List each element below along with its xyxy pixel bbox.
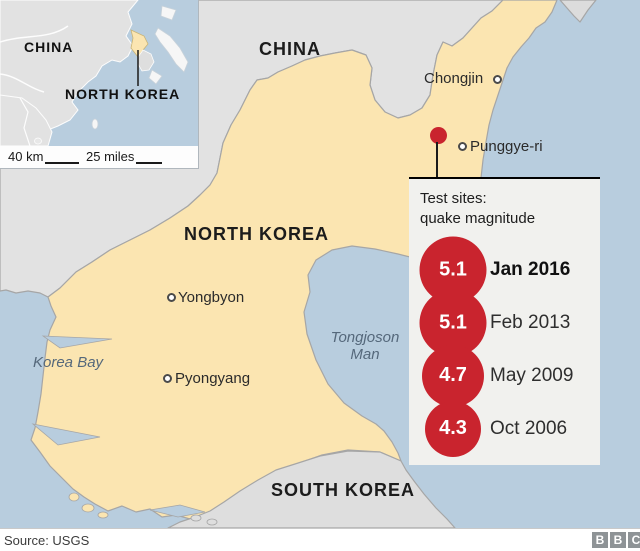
south-korea-label: SOUTH KOREA: [271, 480, 416, 500]
scale-miles-line: [136, 162, 162, 164]
test-date: Oct 2006: [490, 417, 568, 439]
test-list: 5.1 Jan 2016 5.1 Feb 2013 4.7 May 2009 4…: [409, 236, 600, 457]
south-korea-region: [167, 450, 456, 528]
island: [190, 514, 202, 522]
test-row: 4.7 May 2009: [409, 344, 600, 407]
test-sites-panel: Test sites: quake magnitude 5.1 Jan 2016…: [409, 177, 600, 465]
inset-taiwan: [91, 118, 99, 130]
test-date: May 2009: [490, 364, 574, 386]
bbc-logo-letter: C: [628, 532, 640, 548]
inset-japan: [160, 5, 177, 21]
north-korea-label: NORTH KOREA: [184, 224, 329, 244]
test-row: 5.1 Jan 2016: [409, 236, 600, 303]
source-attribution: Source: USGS: [4, 533, 90, 548]
punggye-ri-label: Punggye-ri: [470, 138, 543, 155]
punggye-ri-marker: [457, 141, 467, 151]
test-row: 4.3 Oct 2006: [409, 400, 600, 457]
tongjoson-man-label: Tongjoson Man: [325, 329, 405, 364]
test-site-callout-line: [436, 142, 438, 178]
tongjoson-line1: Tongjoson: [330, 329, 400, 346]
island: [206, 518, 218, 526]
scale-miles-label: 25 miles: [86, 149, 135, 164]
test-site-dot: [429, 126, 447, 144]
magnitude-value: 5.1: [439, 311, 467, 333]
inset-japan: [148, 69, 163, 85]
scale-km-label: 40 km: [8, 149, 44, 164]
footer: Source: USGS B B C: [0, 528, 640, 551]
scale-km-line: [45, 162, 79, 164]
island: [68, 492, 80, 502]
panel-title: Test sites: quake magnitude: [420, 189, 600, 230]
pyongyang-marker: [162, 373, 172, 383]
tongjoson-line2: Man: [350, 346, 380, 364]
island: [97, 511, 109, 519]
magnitude-circle: 4.7: [422, 344, 484, 407]
inset-border-line: [0, 73, 45, 93]
inset-north-korea-label: NORTH KOREA: [65, 86, 181, 102]
estuary-inlet: [31, 423, 101, 446]
yongbyon-label: Yongbyon: [178, 289, 245, 306]
magnitude-circle: 4.3: [425, 400, 481, 457]
inset-hainan: [34, 137, 42, 145]
yongbyon-marker: [166, 292, 176, 302]
panel-title-line1: Test sites:: [420, 190, 487, 207]
inset-japan: [154, 27, 189, 73]
test-date: Feb 2013: [490, 311, 571, 333]
chongjin-marker: [492, 74, 502, 84]
scale-bar: 40 km 25 miles: [0, 146, 198, 168]
inset-locator-map: CHINA NORTH KOREA 40 km 25 miles: [0, 0, 199, 169]
test-row: 5.1 Feb 2013: [409, 289, 600, 356]
pyongyang-label: Pyongyang: [175, 370, 251, 387]
chongjin-label: Chongjin: [424, 70, 484, 87]
magnitude-value: 4.7: [439, 364, 467, 386]
inset-border-line: [0, 25, 69, 43]
estuary-inlet: [41, 335, 113, 349]
korea-bay-label: Korea Bay: [33, 354, 104, 371]
island: [81, 503, 95, 513]
inset-china-label: CHINA: [24, 39, 74, 55]
magnitude-value: 4.3: [439, 417, 467, 439]
bbc-logo: B B C: [592, 532, 640, 548]
inset-canvas: [0, 0, 198, 168]
russia-region: [559, 0, 597, 23]
magnitude-value: 5.1: [439, 258, 467, 280]
bbc-logo-letter: B: [592, 532, 608, 548]
inset-border-line: [19, 97, 31, 147]
panel-title-line2: quake magnitude: [420, 210, 536, 228]
bbc-logo-letter: B: [610, 532, 626, 548]
estuary-inlet: [149, 504, 206, 518]
test-date: Jan 2016: [490, 258, 571, 280]
china-label: CHINA: [259, 39, 321, 59]
